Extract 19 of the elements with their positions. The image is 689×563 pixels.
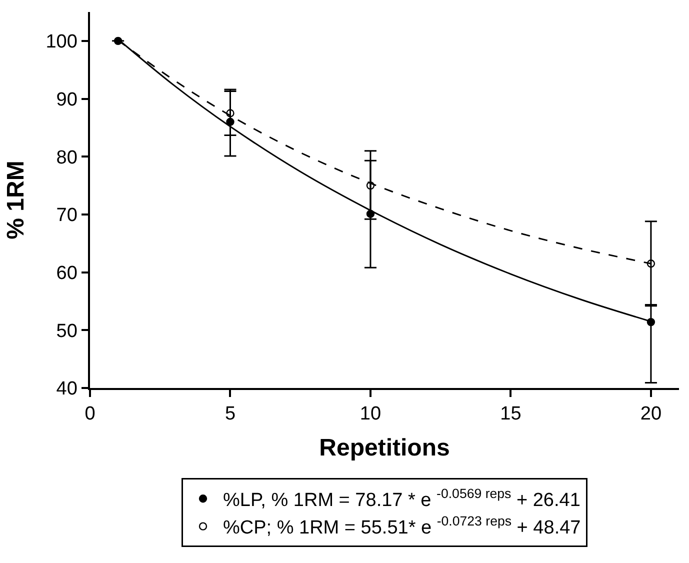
x-tick-label: 10 [360, 404, 382, 425]
y-tick-label: 100 [46, 32, 78, 53]
legend-label: %LP, % 1RM = 78.17 * e $^{-0.0569 reps}$ + 26.41 [223, 486, 580, 511]
x-tick-label: 15 [500, 404, 522, 425]
x-tick-label: 0 [84, 404, 96, 425]
x-axis-title: Repetitions [319, 434, 450, 462]
y-tick-label: 70 [56, 205, 78, 226]
point [646, 260, 656, 268]
y-tick-label: 80 [56, 147, 78, 168]
y-tick-label: 50 [56, 320, 78, 342]
legend-label: %CP; % 1RM = 55.51* e $^{-0.0723 reps}$ + 48.47 [223, 514, 581, 539]
y-tick-label: 40 [56, 378, 78, 400]
x-tick-label: 5 [224, 404, 236, 425]
y-tick-label: 60 [56, 262, 78, 284]
point [366, 181, 375, 190]
point [226, 109, 234, 118]
x-tick-label: 20 [640, 404, 662, 425]
y-axis-title: % 1RM [2, 160, 30, 240]
y-tick-label: 90 [56, 89, 78, 110]
